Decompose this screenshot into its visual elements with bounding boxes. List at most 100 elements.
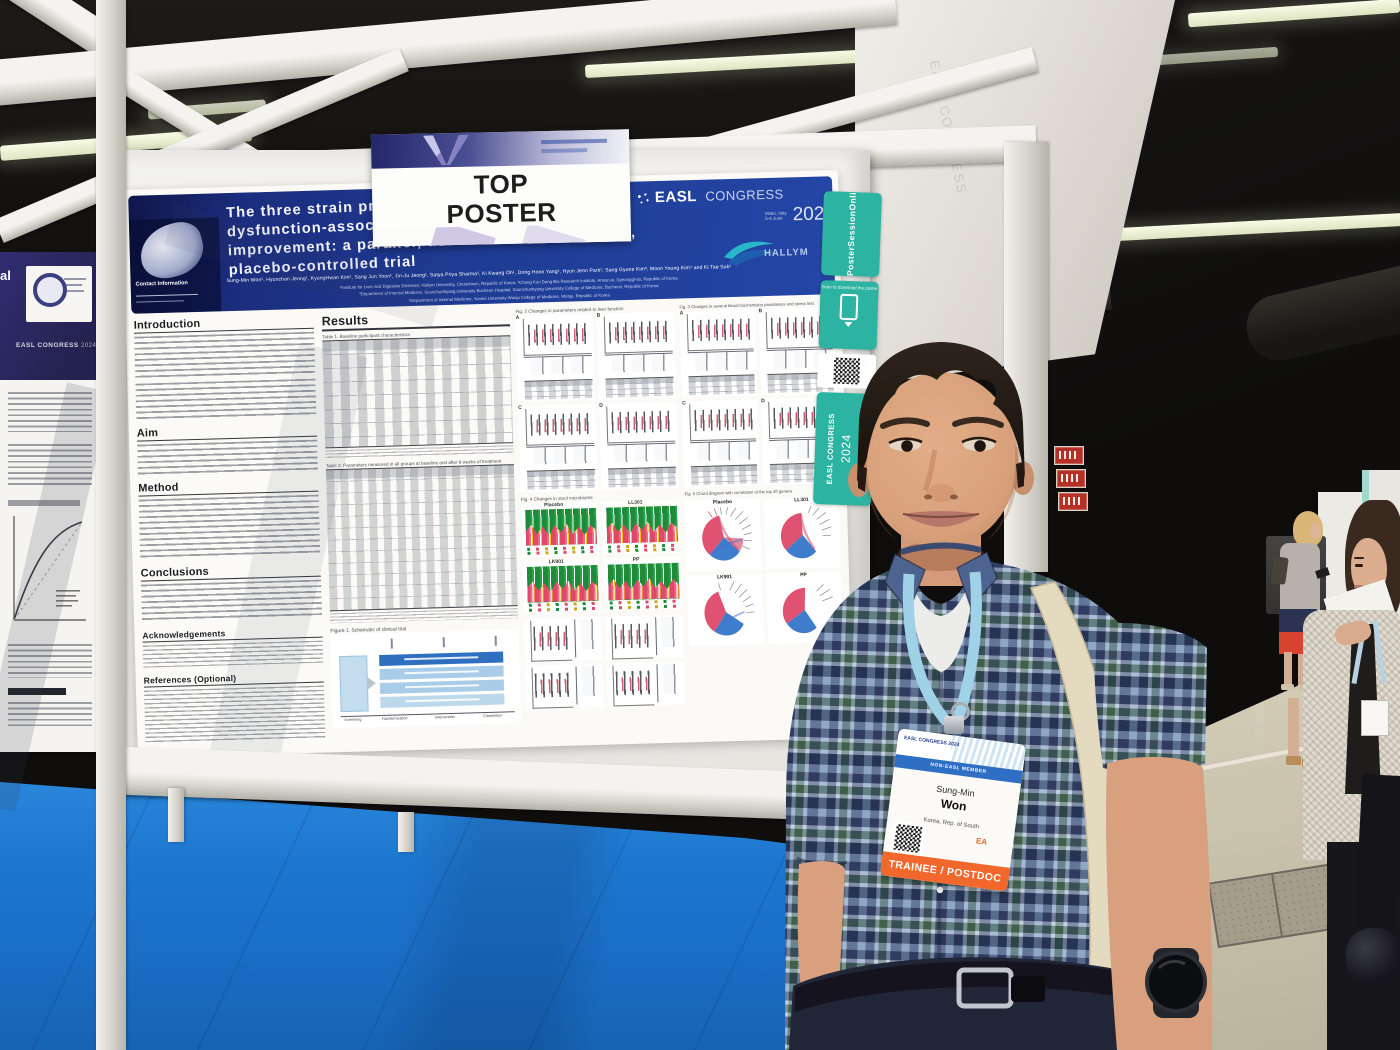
badge-clip: [944, 716, 964, 734]
axis-label: Intervention: [434, 714, 455, 720]
mouth-line: [902, 513, 980, 518]
poster-column-fig3: Fig. 3 Changes in several blood biochemi…: [679, 300, 843, 647]
neighbor-poster: al EASL CONGRESS 2024: [0, 252, 112, 812]
phone-icon: [839, 293, 859, 321]
neighbor-poster-header: al EASL CONGRESS 2024: [0, 252, 100, 380]
face-shading: [987, 446, 1021, 540]
sideburn: [858, 466, 867, 492]
conference-badge: [1361, 700, 1389, 736]
conference-badge: EASL CONGRESS 2024 NON-EASL MEMBER Sung-…: [879, 728, 1027, 892]
badge-code: EA: [975, 836, 988, 847]
boxplot-panel: D: [599, 401, 679, 490]
eyelid: [961, 436, 997, 444]
boxplot-panel: C: [682, 399, 760, 488]
section-introduction: Introduction: [133, 314, 314, 334]
chord-diagram: [782, 583, 833, 633]
foreground-attendee: [1245, 492, 1400, 1050]
figure1-trial-schematic: Screening Randomization Intervention Com…: [330, 629, 522, 729]
belt-tip: [1011, 976, 1045, 1002]
sampling-tick: [390, 638, 393, 649]
fire-safety-sign: [1054, 446, 1084, 465]
figure2-panels: A B C D: [516, 311, 679, 492]
poster-text: [8, 644, 92, 678]
nostril: [950, 494, 958, 500]
brand-block: PosterSessionOnline: [821, 191, 882, 278]
chord-diagram: [703, 581, 755, 636]
chart-caption: [8, 500, 80, 506]
frame-post-right: [1004, 142, 1048, 572]
axis-label: Randomization: [382, 716, 408, 721]
iris: [901, 440, 913, 452]
left-forearm: [797, 861, 845, 990]
leg: [1298, 654, 1306, 686]
leg: [1288, 698, 1299, 758]
figure4-panels: Placebo LL301 LK901 PP: [520, 499, 682, 613]
button: [936, 886, 944, 894]
sampling-tick: [494, 635, 497, 646]
shoe: [1281, 684, 1294, 690]
eyebrow: [952, 416, 1004, 428]
chord-diagram: [780, 505, 831, 559]
frame-leg: [398, 812, 414, 852]
nose-bridge: [922, 449, 938, 492]
white-tshirt: [905, 566, 975, 672]
right-sleeve: [1093, 622, 1207, 773]
fire-safety-sign: [1056, 469, 1086, 488]
contact-information-label: Contact Information: [135, 280, 188, 288]
chord-diagram-pp: PP: [765, 570, 843, 644]
hair: [857, 342, 1025, 482]
easl-watermark: EASL CONGRESS 2024: [16, 342, 97, 349]
figure5-panels: Placebo LL301: [684, 495, 843, 647]
poster-subheader: [8, 688, 66, 695]
arrow-icon: [367, 677, 377, 690]
mini-plot-pair: [606, 661, 685, 707]
smartwatch: [1145, 951, 1207, 1013]
nostril: [924, 494, 932, 500]
axis-label: Screening: [344, 717, 362, 722]
mini-plot-pair: [525, 663, 604, 709]
university-logo: [26, 266, 92, 322]
scientific-poster: Contact Information The three strain pro…: [122, 170, 854, 779]
eyelid: [888, 437, 923, 445]
chord-diagram-ll301: LL301: [763, 495, 841, 569]
watch-glint: [1157, 959, 1186, 970]
easl-congress-logo: EASL CONGRESS Milan, Italy 5-8 June 2024: [636, 184, 835, 236]
poster-text: [8, 444, 92, 488]
attendee-shoe: [1346, 928, 1400, 984]
stacked-bar-panel: LK901: [522, 558, 601, 613]
eyebrow: [1354, 557, 1364, 560]
fire-safety-sign: [1058, 492, 1088, 511]
easl-stars-icon: [636, 192, 651, 205]
boxplot-panel: A: [680, 309, 757, 398]
boxplot-panel: B: [597, 311, 677, 400]
brand-label: PosterSessionOnline: [845, 191, 859, 277]
chord-diagram: [701, 506, 752, 561]
hallym-university-logo: HALLYM: [722, 234, 835, 279]
paragraph: [134, 331, 316, 379]
arm-lk901-bar: [379, 679, 505, 694]
mini-plot-pair: [524, 616, 603, 662]
iris: [974, 440, 986, 452]
sign-text: TOP POSTER: [446, 168, 557, 230]
genus-abundance-panels: [524, 614, 685, 709]
sideburn: [1016, 462, 1024, 488]
man-in-plaid-shirt: [785, 342, 1213, 1050]
face: [864, 372, 1018, 548]
boxplot-panel: A: [516, 313, 596, 403]
walking-attendee: [1270, 505, 1350, 695]
mini-plot-pair: [605, 614, 684, 660]
arm-placebo-bar: [379, 651, 504, 666]
lanyard: [902, 573, 952, 726]
stacked-bar-panel: PP: [603, 556, 682, 611]
boxplot-panel: C: [518, 403, 598, 492]
attendee-leg: [1353, 774, 1400, 946]
sampling-tick: [442, 637, 445, 648]
arm-pp-bar: [380, 693, 505, 708]
roc-curve-chart: [13, 516, 86, 621]
face: [1310, 523, 1321, 538]
blazer: [1280, 543, 1320, 613]
stacked-bar-panel: Placebo: [520, 502, 600, 557]
frame-post-left: [96, 0, 126, 1050]
poster-column-fig2: Fig. 2 Changes in parameters related to …: [515, 305, 685, 709]
scan-label: Scan to download the poster: [821, 284, 878, 292]
